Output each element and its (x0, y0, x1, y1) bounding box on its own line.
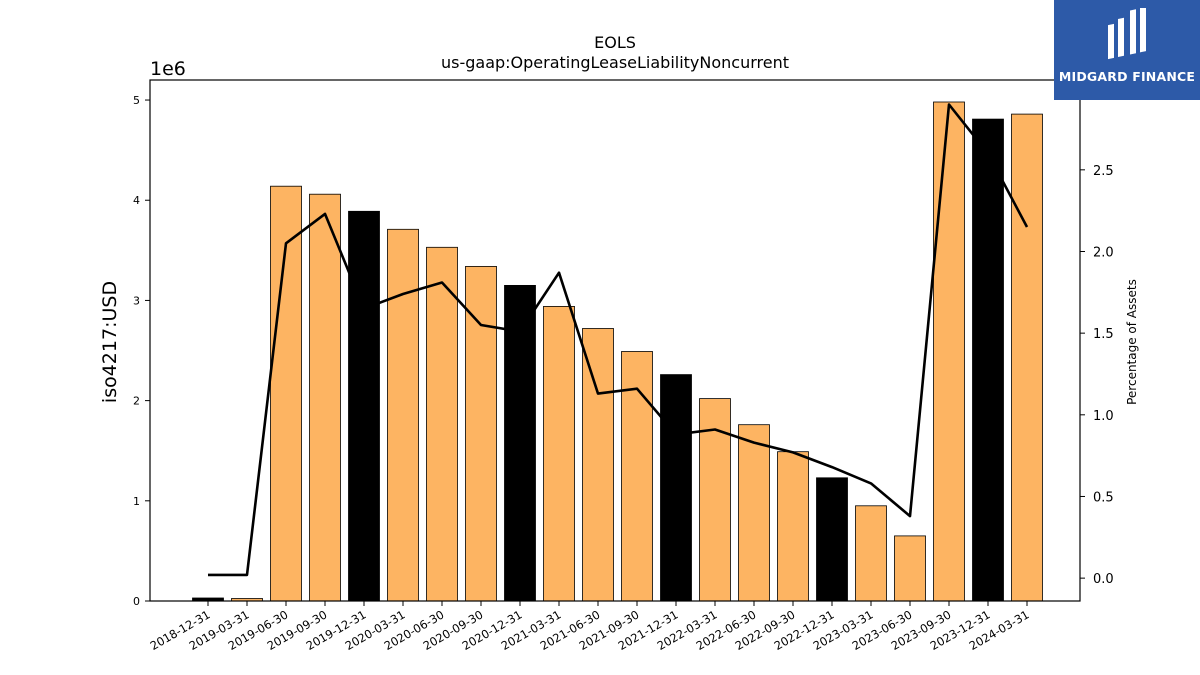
bar-2023-03-31 (855, 505, 887, 602)
midgard-logo-icon (1108, 8, 1146, 60)
y-axis-label: iso4217:USD (99, 281, 121, 403)
logo-text: MIDGARD FINANCE (1058, 69, 1196, 84)
bar-2024-03-31 (1011, 113, 1043, 602)
chart-subtitle: us-gaap:OperatingLeaseLiabilityNoncurren… (441, 53, 789, 72)
chart-title: EOLS (594, 33, 636, 52)
line-group (207, 103, 1029, 577)
bar-2020-09-30 (465, 265, 497, 602)
y-offset-label: 1e6 (150, 58, 186, 80)
bar-2020-06-30 (426, 246, 458, 602)
bars-group (192, 101, 1043, 602)
y-tick-label: 4 (133, 194, 140, 207)
y2-tick-label: 0.0 (1093, 572, 1114, 587)
bar-2019-12-31 (348, 210, 380, 602)
bar-2021-03-31 (543, 305, 575, 602)
bar-2021-12-31 (660, 374, 692, 602)
bar-2022-06-30 (738, 424, 770, 602)
bar-2020-03-31 (387, 228, 419, 602)
logo: MIDGARD FINANCE (1054, 0, 1200, 100)
y-tick-label: 5 (133, 94, 140, 107)
bar-2022-09-30 (777, 451, 809, 602)
y2-tick-label: 1.5 (1093, 327, 1114, 342)
bar-2021-09-30 (621, 351, 653, 602)
y-tick-label: 2 (133, 395, 140, 408)
y2-tick-label: 0.5 (1093, 490, 1114, 505)
plot-frame (149, 79, 1081, 602)
bar-2019-09-30 (309, 193, 341, 602)
y2-tick-label: 1.0 (1093, 409, 1114, 424)
bar-2023-12-31 (972, 118, 1004, 602)
y2-tick-label: 2.0 (1093, 245, 1114, 260)
bar-2022-12-31 (816, 477, 848, 602)
bar-2021-06-30 (582, 328, 614, 602)
percentage-line (208, 103, 1029, 577)
bar-2023-06-30 (894, 535, 926, 602)
bar-2019-06-30 (270, 185, 302, 602)
y-tick-label: 3 (133, 294, 140, 307)
y2-axis-label: Percentage of Assets (1125, 279, 1139, 405)
y2-tick-label: 2.5 (1093, 164, 1114, 179)
y-tick-label: 0 (133, 595, 140, 608)
bar-2023-09-30 (933, 101, 965, 602)
y-tick-label: 1 (133, 495, 140, 508)
bar-2020-12-31 (504, 284, 536, 602)
